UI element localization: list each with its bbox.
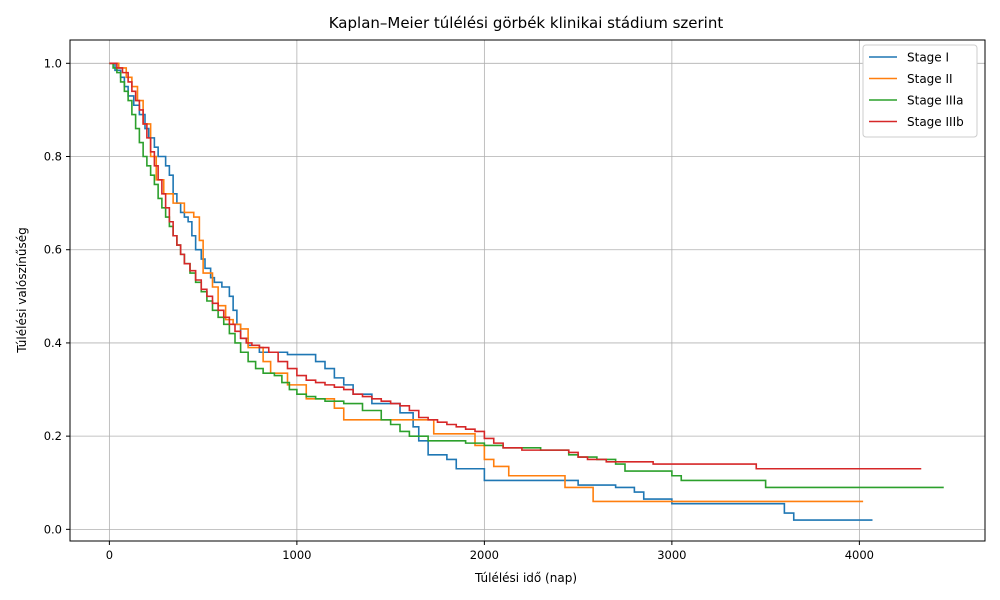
x-tick-label: 3000	[657, 548, 686, 562]
legend-label: Stage IIIb	[907, 115, 964, 129]
x-axis-label: Túlélési idő (nap)	[474, 571, 577, 585]
grid-lines	[70, 40, 985, 541]
series-layer	[109, 62, 944, 521]
y-tick-label: 1.0	[44, 56, 62, 70]
x-tick-label: 1000	[282, 548, 311, 562]
legend-box	[862, 44, 978, 138]
y-tick-label: 0.6	[44, 243, 62, 257]
y-tick-label: 0.0	[44, 522, 62, 536]
x-tick-label: 4000	[845, 548, 874, 562]
x-tick-label: 0	[106, 548, 113, 562]
x-axis-ticks: 0 1000 2000 3000 4000	[106, 541, 874, 562]
plot-frame	[69, 39, 986, 542]
legend: Stage I Stage II Stage IIIa Stage IIIb	[862, 44, 978, 138]
chart-title: Kaplan–Meier túlélési görbék klinikai st…	[329, 14, 724, 32]
legend-label: Stage II	[907, 72, 953, 86]
series-line-4	[109, 62, 922, 470]
x-tick-label: 2000	[470, 548, 499, 562]
y-tick-label: 0.2	[44, 429, 62, 443]
y-axis-label: Túlélési valószínűség	[15, 227, 29, 353]
legend-label: Stage IIIa	[907, 94, 963, 108]
y-axis-ticks: 0.0 0.2 0.4 0.6 0.8 1.0	[44, 56, 70, 536]
series-line-1	[109, 62, 873, 521]
series-line-3	[109, 62, 944, 489]
legend-label: Stage I	[907, 51, 949, 65]
y-tick-label: 0.4	[44, 336, 62, 350]
y-tick-label: 0.8	[44, 150, 62, 164]
